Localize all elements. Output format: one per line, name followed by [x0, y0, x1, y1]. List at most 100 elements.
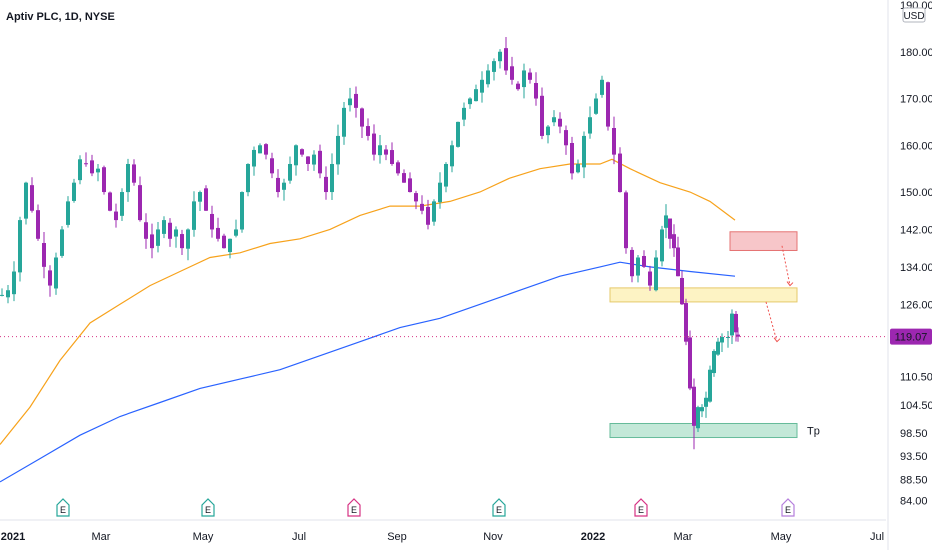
- currency-box[interactable]: [902, 7, 926, 23]
- earnings-marker[interactable]: E: [634, 498, 648, 517]
- candle: [696, 405, 700, 433]
- candle-body: [276, 177, 280, 193]
- candle-body: [390, 150, 394, 164]
- candle: [600, 75, 604, 98]
- x-tick-label: May: [193, 531, 214, 543]
- earnings-marker[interactable]: E: [781, 498, 795, 517]
- last-price-tag: [890, 328, 932, 345]
- candle-body: [60, 229, 64, 256]
- candle-body: [636, 257, 640, 276]
- candle: [612, 116, 616, 165]
- earnings-icon[interactable]: [56, 498, 70, 517]
- candle-body: [300, 149, 304, 155]
- candle-body: [240, 192, 244, 230]
- y-tick-label: 93.50: [900, 451, 928, 463]
- candle-body: [564, 130, 568, 146]
- candle: [426, 199, 430, 230]
- x-axis[interactable]: 2021 Mar May Jul Sep Nov 2022 Mar May Jul: [1, 531, 884, 543]
- earnings-marker[interactable]: E: [201, 498, 215, 517]
- candle: [408, 172, 412, 193]
- candle-body: [618, 153, 622, 193]
- candle-body: [192, 201, 196, 230]
- candle: [414, 190, 418, 210]
- candle: [432, 199, 436, 226]
- candle: [318, 144, 322, 179]
- candle: [456, 121, 460, 148]
- candle: [144, 213, 148, 249]
- candle: [630, 247, 634, 283]
- candle-body: [96, 168, 100, 173]
- candle-body: [528, 72, 532, 80]
- plot-area: Tp E E E E E E: [0, 0, 889, 550]
- candle-body: [510, 66, 514, 80]
- candle-body: [168, 222, 172, 239]
- candle-body: [36, 210, 40, 239]
- ma-blue-line: [0, 261, 736, 483]
- projection-arrowhead: [773, 337, 781, 343]
- candle: [680, 270, 684, 305]
- candle-body: [210, 213, 214, 230]
- earnings-icon[interactable]: [492, 498, 506, 517]
- y-tick-label: 170.00: [900, 94, 932, 106]
- x-tick-label: Sep: [387, 531, 407, 543]
- last-price-value: 119.07: [895, 332, 928, 344]
- earnings-icon[interactable]: [347, 498, 361, 517]
- zone-entry[interactable]: [609, 287, 798, 303]
- chart-title: Aptiv PLC, 1D, NYSE: [6, 11, 115, 23]
- projection-arrow: [765, 301, 778, 342]
- earnings-icon[interactable]: [634, 498, 648, 517]
- candle-body: [12, 271, 16, 295]
- candle-body: [672, 234, 676, 249]
- candle-body: [66, 201, 70, 225]
- y-tick-label: 104.50: [900, 400, 932, 412]
- earnings-marker[interactable]: E: [347, 498, 361, 517]
- candle-body: [546, 126, 550, 136]
- candle: [564, 125, 568, 155]
- candle: [276, 169, 280, 198]
- y-axis[interactable]: 190.00180.00170.00160.00150.00142.00134.…: [890, 0, 932, 508]
- candle: [510, 56, 514, 85]
- candle: [246, 163, 250, 197]
- candle-body: [84, 163, 88, 165]
- candle-body: [432, 201, 436, 222]
- candle-body: [450, 145, 454, 167]
- earnings-icon[interactable]: [201, 498, 215, 517]
- zone-tp[interactable]: [609, 422, 798, 439]
- candle: [168, 218, 172, 247]
- candle: [18, 216, 22, 282]
- x-tick-label: Nov: [483, 531, 503, 543]
- candle-body: [570, 143, 574, 174]
- candle-body: [144, 222, 148, 239]
- candle-body: [668, 218, 672, 239]
- x-tick-label: 2021: [1, 531, 25, 543]
- candle-body: [684, 303, 688, 342]
- candle-body: [198, 192, 202, 202]
- zone-sell[interactable]: [729, 231, 798, 251]
- candle: [66, 196, 70, 228]
- candle: [684, 298, 688, 346]
- candle: [306, 156, 310, 171]
- earnings-marker[interactable]: E: [56, 498, 70, 517]
- candle-body: [138, 185, 142, 221]
- earnings-icon[interactable]: [781, 498, 795, 517]
- candle: [588, 106, 592, 139]
- candle: [534, 72, 538, 106]
- candle: [712, 349, 716, 377]
- earnings-marker[interactable]: E: [492, 498, 506, 517]
- candle-body: [0, 294, 4, 296]
- candle: [336, 124, 340, 175]
- candle-body: [258, 145, 262, 154]
- candle-body: [102, 167, 106, 193]
- candle: [90, 154, 94, 177]
- candle: [576, 159, 580, 174]
- y-tick-label: 110.50: [900, 372, 932, 384]
- ma-orange-line: [0, 158, 736, 445]
- candle: [162, 216, 166, 239]
- candle: [354, 86, 358, 118]
- candle-body: [624, 192, 628, 249]
- candle: [716, 337, 720, 356]
- candle: [0, 288, 4, 297]
- candle: [78, 155, 82, 185]
- candle: [730, 309, 734, 345]
